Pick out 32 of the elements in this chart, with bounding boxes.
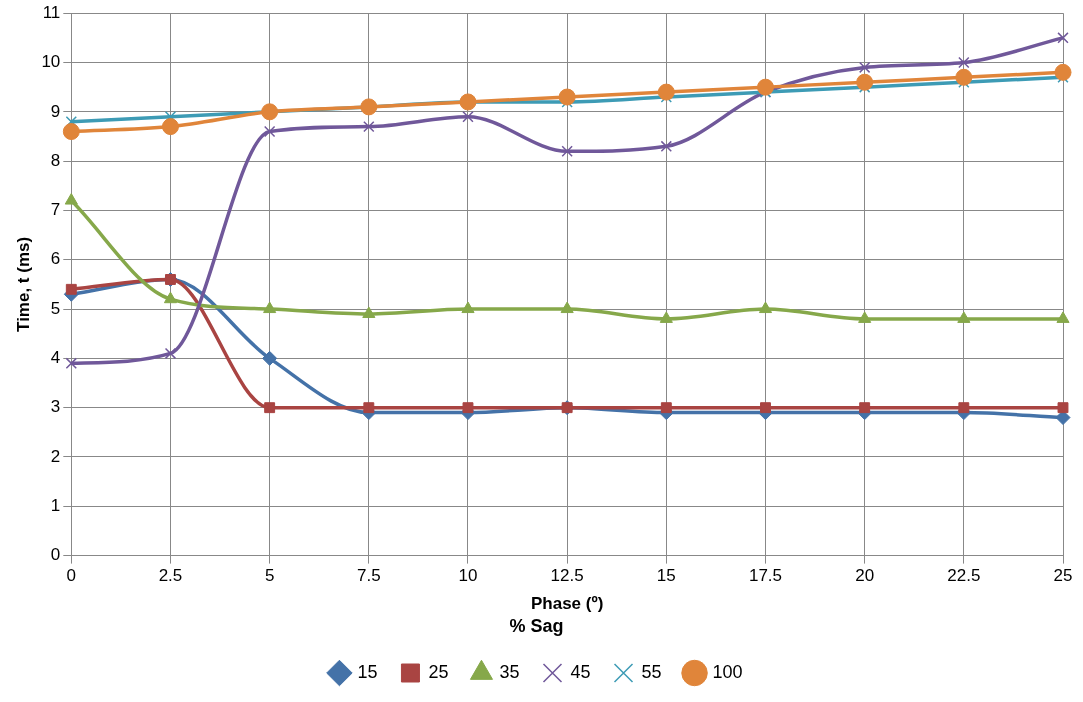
x-tick-label: 0 xyxy=(66,566,77,586)
x-tick-label: 7.5 xyxy=(357,566,381,586)
x-tick-label: 2.5 xyxy=(158,566,183,586)
y-tick-label: 5 xyxy=(50,298,61,318)
legend-label: 45 xyxy=(570,661,591,682)
y-tick-label: 0 xyxy=(50,545,61,565)
y-tick-label: 10 xyxy=(41,52,61,72)
y-tick-label: 6 xyxy=(50,249,61,269)
y-tick-label: 1 xyxy=(50,495,61,515)
y-tick-label: 9 xyxy=(50,101,61,121)
x-tick-label: 22.5 xyxy=(947,566,981,586)
x-axis-title: Phase (º) xyxy=(530,593,604,613)
legend-label: 55 xyxy=(641,661,662,682)
y-tick-label: 3 xyxy=(50,397,61,417)
y-tick-label: 11 xyxy=(42,2,61,22)
y-tick-label: 4 xyxy=(50,348,61,368)
legend-label: 15 xyxy=(357,661,378,682)
x-tick-label: 12.5 xyxy=(550,566,584,586)
x-tick-label: 10 xyxy=(458,566,478,586)
legend-title: % Sag xyxy=(509,616,564,637)
legend-label: 25 xyxy=(428,661,449,682)
x-tick-label: 25 xyxy=(1053,566,1073,586)
y-tick-label: 8 xyxy=(50,150,61,170)
y-tick-label: 7 xyxy=(50,200,61,220)
x-tick-label: 17.5 xyxy=(748,566,783,586)
x-tick-label: 15 xyxy=(656,566,676,586)
y-axis-title: Time, t (ms) xyxy=(13,236,33,332)
legend-label: 35 xyxy=(499,661,520,682)
x-tick-label: 20 xyxy=(855,566,875,586)
y-tick-label: 2 xyxy=(50,446,61,466)
legend-label: 100 xyxy=(712,661,743,682)
x-tick-label: 5 xyxy=(264,566,275,586)
